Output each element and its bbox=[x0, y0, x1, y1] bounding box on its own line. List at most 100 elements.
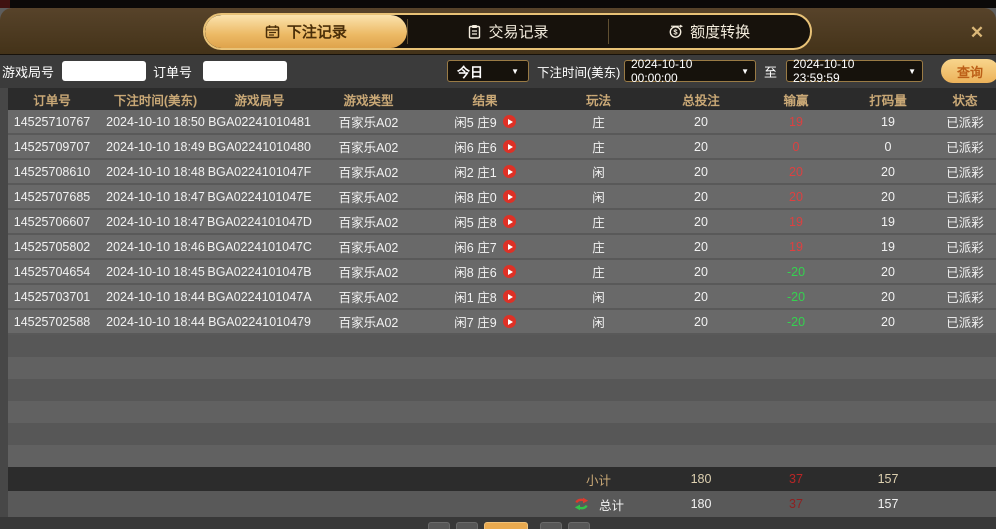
date-range-value: 今日 bbox=[457, 64, 484, 80]
empty-row-stripe bbox=[0, 445, 996, 467]
table-row[interactable]: 14525704654 2024-10-10 18:45 BGA02241010… bbox=[0, 260, 996, 283]
cell-play-type: 闲 bbox=[592, 316, 605, 330]
order-no-input[interactable] bbox=[203, 61, 287, 81]
col-header-game-round: 游戏局号 bbox=[234, 93, 285, 108]
end-time-select[interactable]: 2024-10-10 23:59:59 ▼ bbox=[786, 57, 923, 85]
result-text: 闲6 庄7 bbox=[454, 241, 497, 255]
cell-play-type: 闲 bbox=[592, 291, 605, 305]
cell-turnover: 20 bbox=[881, 314, 895, 329]
game-round-input[interactable] bbox=[62, 61, 146, 81]
play-icon[interactable] bbox=[502, 315, 516, 328]
coin-transfer-icon: $ bbox=[668, 24, 684, 39]
cell-play-type: 闲 bbox=[592, 191, 605, 205]
table-row[interactable]: 14525709707 2024-10-10 18:49 BGA02241010… bbox=[0, 135, 996, 158]
table-row[interactable]: 14525705802 2024-10-10 18:46 BGA02241010… bbox=[0, 235, 996, 258]
subtotal-win-loss: 37 bbox=[789, 472, 803, 486]
empty-row-stripe bbox=[0, 335, 996, 357]
cell-status: 已派彩 bbox=[946, 116, 984, 130]
empty-row-stripe bbox=[0, 379, 996, 401]
table-header-row: 订单号 下注时间(美东) 游戏局号 游戏类型 结果 玩法 总投注 输赢 打码量 … bbox=[0, 88, 996, 110]
cell-win-loss: 19 bbox=[789, 114, 803, 129]
table-row[interactable]: 14525706607 2024-10-10 18:47 BGA02241010… bbox=[0, 210, 996, 233]
cell-turnover: 20 bbox=[881, 189, 895, 204]
result-text: 闲5 庄8 bbox=[454, 216, 497, 230]
cell-result: 闲2 庄1 bbox=[425, 162, 545, 181]
col-header-total-bet: 总投注 bbox=[682, 93, 720, 108]
cell-total-bet: 20 bbox=[694, 289, 708, 304]
pagination-prev-button[interactable] bbox=[456, 522, 478, 529]
cell-win-loss: -20 bbox=[786, 289, 806, 304]
table-row[interactable]: 14525702588 2024-10-10 18:44 BGA02241010… bbox=[0, 310, 996, 333]
total-label-wrap: 总计 bbox=[545, 495, 652, 514]
cell-bet-time: 2024-10-10 18:48 bbox=[106, 164, 205, 179]
table-row[interactable]: 14525708610 2024-10-10 18:48 BGA02241010… bbox=[0, 160, 996, 183]
play-icon[interactable] bbox=[502, 290, 516, 303]
play-icon[interactable] bbox=[502, 190, 516, 203]
play-icon[interactable] bbox=[502, 140, 516, 153]
cell-total-bet: 20 bbox=[694, 314, 708, 329]
cell-order-no: 14525709707 bbox=[13, 139, 91, 154]
start-time-select[interactable]: 2024-10-10 00:00:00 ▼ bbox=[624, 57, 756, 85]
cell-result: 闲6 庄6 bbox=[425, 137, 545, 156]
chevron-down-icon: ▼ bbox=[741, 66, 749, 76]
tab-transaction-records[interactable]: 交易记录 bbox=[406, 15, 609, 48]
clipboard-icon bbox=[467, 24, 482, 39]
cell-turnover: 20 bbox=[881, 289, 895, 304]
bet-time-label: 下注时间(美东) bbox=[537, 66, 621, 80]
cell-win-loss: 19 bbox=[789, 239, 803, 254]
pagination-first-button[interactable] bbox=[428, 522, 450, 529]
cell-bet-time: 2024-10-10 18:44 bbox=[106, 289, 205, 304]
table-row[interactable]: 14525710767 2024-10-10 18:50 BGA02241010… bbox=[0, 110, 996, 133]
play-icon[interactable] bbox=[502, 240, 516, 253]
col-header-result: 结果 bbox=[472, 93, 498, 108]
pagination-next-button[interactable] bbox=[540, 522, 562, 529]
tab-bet-records[interactable]: 下注记录 bbox=[205, 15, 407, 48]
cell-game-round: BGA0224101047F bbox=[207, 164, 312, 179]
play-icon[interactable] bbox=[502, 165, 516, 178]
result-text: 闲2 庄1 bbox=[454, 166, 497, 180]
query-button[interactable]: 查询 bbox=[941, 59, 996, 83]
cell-game-type: 百家乐A02 bbox=[338, 266, 399, 280]
rows-container: 14525710767 2024-10-10 18:50 BGA02241010… bbox=[0, 110, 996, 333]
result-text: 闲6 庄6 bbox=[454, 141, 497, 155]
cell-win-loss: 20 bbox=[789, 164, 803, 179]
cell-bet-time: 2024-10-10 18:47 bbox=[106, 189, 205, 204]
table-body: 14525710767 2024-10-10 18:50 BGA02241010… bbox=[0, 110, 996, 467]
col-header-status: 状态 bbox=[952, 93, 978, 108]
result-text: 闲8 庄6 bbox=[454, 266, 497, 280]
play-icon[interactable] bbox=[502, 215, 516, 228]
order-no-label: 订单号 bbox=[153, 65, 193, 80]
col-header-play-type: 玩法 bbox=[585, 93, 611, 108]
cell-bet-time: 2024-10-10 18:45 bbox=[106, 264, 205, 279]
cell-status: 已派彩 bbox=[946, 291, 984, 305]
cell-total-bet: 20 bbox=[694, 239, 708, 254]
cell-total-bet: 20 bbox=[694, 164, 708, 179]
date-range-select[interactable]: 今日 ▼ bbox=[447, 60, 529, 82]
cell-status: 已派彩 bbox=[946, 241, 984, 255]
col-header-order-no: 订单号 bbox=[33, 93, 71, 108]
subtotal-turnover: 157 bbox=[877, 472, 899, 486]
cell-order-no: 14525708610 bbox=[13, 164, 91, 179]
cell-win-loss: -20 bbox=[786, 264, 806, 279]
to-label: 至 bbox=[764, 65, 778, 80]
cell-win-loss: 0 bbox=[792, 139, 800, 154]
cell-game-type: 百家乐A02 bbox=[338, 216, 399, 230]
play-icon[interactable] bbox=[502, 265, 516, 278]
cell-play-type: 庄 bbox=[592, 241, 605, 255]
refresh-swap-icon[interactable] bbox=[573, 497, 590, 511]
tab-quota-transfer[interactable]: $ 额度转换 bbox=[608, 15, 810, 48]
cell-game-round: BGA02241010480 bbox=[208, 139, 311, 154]
pagination-bar bbox=[0, 517, 996, 529]
cell-game-type: 百家乐A02 bbox=[338, 291, 399, 305]
pagination-last-button[interactable] bbox=[568, 522, 590, 529]
svg-text:$: $ bbox=[674, 28, 679, 37]
cell-play-type: 庄 bbox=[592, 116, 605, 130]
close-icon[interactable]: ✕ bbox=[969, 23, 985, 42]
play-icon[interactable] bbox=[502, 115, 516, 128]
table-row[interactable]: 14525703701 2024-10-10 18:44 BGA02241010… bbox=[0, 285, 996, 308]
cell-status: 已派彩 bbox=[946, 216, 984, 230]
pagination-current-page[interactable] bbox=[484, 522, 528, 529]
table-row[interactable]: 14525707685 2024-10-10 18:47 BGA02241010… bbox=[0, 185, 996, 208]
cell-total-bet: 20 bbox=[694, 114, 708, 129]
cell-game-round: BGA0224101047A bbox=[207, 289, 312, 304]
